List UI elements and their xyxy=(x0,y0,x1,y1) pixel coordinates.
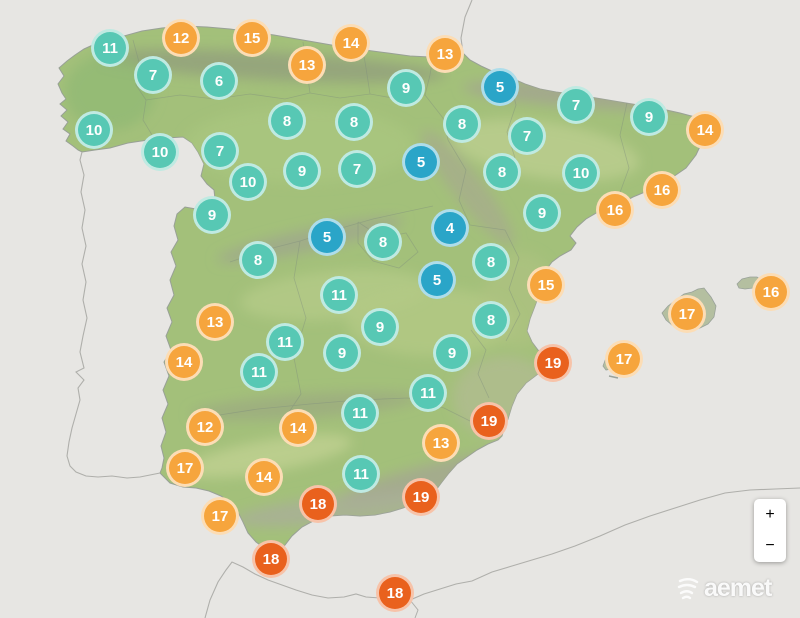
temperature-marker[interactable]: 18 xyxy=(252,540,290,578)
temperature-marker[interactable]: 9 xyxy=(630,98,668,136)
temperature-marker[interactable]: 18 xyxy=(299,485,337,523)
temperature-marker[interactable]: 9 xyxy=(323,334,361,372)
africa-border-line xyxy=(409,599,419,618)
temperature-marker[interactable]: 12 xyxy=(186,408,224,446)
temperature-marker[interactable]: 13 xyxy=(426,35,464,73)
aemet-logo: aemet xyxy=(674,574,772,603)
temperature-marker[interactable]: 11 xyxy=(409,374,447,412)
temperature-marker[interactable]: 13 xyxy=(288,46,326,84)
temperature-marker[interactable]: 7 xyxy=(508,117,546,155)
temperature-marker[interactable]: 10 xyxy=(75,111,113,149)
formentera-island xyxy=(608,375,619,379)
africa-coastline xyxy=(204,487,800,618)
temperature-marker[interactable]: 6 xyxy=(200,62,238,100)
temperature-marker[interactable]: 19 xyxy=(534,344,572,382)
aemet-swirl-icon xyxy=(677,577,699,599)
temperature-marker[interactable]: 16 xyxy=(596,191,634,229)
temperature-marker[interactable]: 4 xyxy=(431,209,469,247)
temperature-marker[interactable]: 8 xyxy=(239,241,277,279)
temperature-marker[interactable]: 5 xyxy=(418,261,456,299)
temperature-marker[interactable]: 5 xyxy=(308,218,346,256)
temperature-marker[interactable]: 18 xyxy=(376,574,414,612)
temperature-marker[interactable]: 9 xyxy=(387,69,425,107)
temperature-marker[interactable]: 17 xyxy=(201,497,239,535)
temperature-marker[interactable]: 16 xyxy=(643,171,681,209)
temperature-marker[interactable]: 9 xyxy=(433,334,471,372)
temperature-marker[interactable]: 19 xyxy=(402,478,440,516)
temperature-marker[interactable]: 8 xyxy=(364,223,402,261)
temperature-marker[interactable]: 9 xyxy=(523,194,561,232)
temperature-marker[interactable]: 11 xyxy=(341,394,379,432)
temperature-marker[interactable]: 8 xyxy=(443,105,481,143)
temperature-marker[interactable]: 8 xyxy=(472,243,510,281)
aemet-brand-text: aemet xyxy=(704,574,772,602)
temperature-marker[interactable]: 11 xyxy=(342,455,380,493)
temperature-marker[interactable]: 8 xyxy=(483,153,521,191)
temperature-marker[interactable]: 7 xyxy=(134,56,172,94)
temperature-marker[interactable]: 5 xyxy=(481,68,519,106)
temperature-marker[interactable]: 10 xyxy=(229,163,267,201)
temperature-marker[interactable]: 7 xyxy=(201,132,239,170)
temperature-marker[interactable]: 12 xyxy=(162,19,200,57)
temperature-marker[interactable]: 14 xyxy=(686,111,724,149)
portugal-coastline xyxy=(66,151,161,479)
temperature-marker[interactable]: 13 xyxy=(196,303,234,341)
temperature-marker[interactable]: 13 xyxy=(422,424,460,462)
temperature-marker[interactable]: 10 xyxy=(141,133,179,171)
temperature-marker[interactable]: 14 xyxy=(279,409,317,447)
temperature-marker[interactable]: 16 xyxy=(752,273,790,311)
zoom-control: + − xyxy=(754,499,786,562)
temperature-marker[interactable]: 15 xyxy=(527,266,565,304)
temperature-marker[interactable]: 9 xyxy=(361,308,399,346)
temperature-marker[interactable]: 17 xyxy=(668,295,706,333)
temperature-marker[interactable]: 7 xyxy=(338,150,376,188)
temperature-marker[interactable]: 19 xyxy=(470,402,508,440)
temperature-marker[interactable]: 8 xyxy=(268,102,306,140)
temperature-marker[interactable]: 7 xyxy=(557,86,595,124)
temperature-marker[interactable]: 11 xyxy=(91,29,129,67)
temperature-marker[interactable]: 15 xyxy=(233,19,271,57)
temperature-marker[interactable]: 14 xyxy=(245,458,283,496)
temperature-marker[interactable]: 14 xyxy=(332,24,370,62)
zoom-in-button[interactable]: + xyxy=(754,499,786,531)
temperature-marker[interactable]: 11 xyxy=(240,353,278,391)
temperature-marker[interactable]: 9 xyxy=(193,196,231,234)
temperature-marker[interactable]: 8 xyxy=(472,301,510,339)
temperature-marker[interactable]: 11 xyxy=(266,323,304,361)
temperature-marker[interactable]: 5 xyxy=(402,143,440,181)
temperature-marker[interactable]: 14 xyxy=(165,343,203,381)
temperature-marker[interactable]: 11 xyxy=(320,276,358,314)
temperature-marker[interactable]: 8 xyxy=(335,103,373,141)
temperature-marker[interactable]: 9 xyxy=(283,152,321,190)
zoom-out-button[interactable]: − xyxy=(754,531,786,563)
temperature-marker[interactable]: 10 xyxy=(562,154,600,192)
temperature-marker[interactable]: 17 xyxy=(166,449,204,487)
temperature-marker[interactable]: 17 xyxy=(605,340,643,378)
